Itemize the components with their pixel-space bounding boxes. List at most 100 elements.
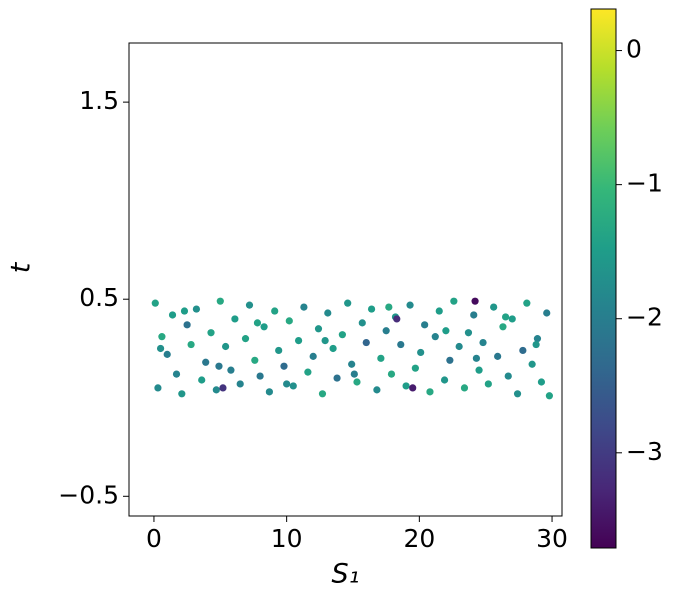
point [222, 342, 230, 351]
point [450, 297, 458, 305]
point [464, 329, 473, 337]
point [219, 384, 227, 392]
point [187, 340, 195, 349]
point [241, 335, 250, 343]
y-axis-label: t [6, 261, 37, 273]
point [180, 307, 189, 315]
point [333, 374, 341, 382]
point [545, 392, 553, 400]
point [440, 376, 449, 384]
x-tick-label: 0 [146, 524, 162, 553]
point [309, 352, 317, 360]
point [192, 305, 201, 313]
point [280, 362, 288, 370]
point [435, 307, 443, 315]
point [151, 299, 159, 307]
point [300, 303, 308, 311]
point [324, 309, 332, 317]
point [367, 305, 376, 313]
point [499, 323, 507, 331]
point [471, 297, 479, 305]
point [178, 390, 186, 398]
point [528, 360, 536, 368]
point [475, 366, 483, 374]
point [253, 319, 262, 327]
point [472, 354, 481, 362]
point [294, 336, 303, 345]
point [504, 372, 512, 380]
point [338, 331, 346, 339]
point [158, 333, 166, 341]
point [304, 368, 312, 376]
point [275, 346, 283, 355]
point [537, 378, 546, 386]
point [289, 382, 297, 390]
points [151, 297, 553, 400]
point [543, 309, 551, 317]
point [271, 307, 279, 315]
point [251, 356, 259, 364]
point [397, 340, 405, 349]
point [348, 360, 356, 368]
colorbar-tick-label: −1 [626, 169, 663, 198]
point [212, 386, 220, 394]
point [350, 370, 358, 378]
point [362, 338, 370, 347]
point [431, 333, 439, 341]
point [183, 321, 191, 329]
point [513, 390, 522, 398]
colorbar-tick-label: −2 [626, 303, 663, 332]
y-tick-label: 1.5 [79, 86, 119, 115]
point [387, 370, 396, 378]
point [373, 386, 381, 394]
point [163, 350, 171, 358]
point [421, 321, 429, 329]
point [236, 380, 244, 388]
point [385, 303, 393, 311]
point [406, 301, 414, 309]
point [446, 356, 454, 364]
point [490, 303, 498, 311]
point [470, 311, 478, 319]
x-axis-label: S₁ [332, 559, 360, 590]
point [227, 366, 235, 374]
point [426, 388, 434, 396]
point [202, 358, 210, 366]
point [216, 297, 224, 305]
point [442, 327, 450, 335]
point [494, 352, 502, 360]
x-tick-label: 30 [536, 524, 568, 553]
point [283, 380, 291, 388]
point [207, 329, 215, 337]
point [533, 335, 542, 343]
plot-frame [128, 42, 563, 517]
point [172, 370, 181, 378]
point [479, 338, 487, 347]
point [508, 315, 516, 323]
point [344, 299, 352, 307]
point [411, 364, 419, 372]
point [353, 378, 361, 386]
point [215, 362, 223, 370]
point [382, 327, 390, 335]
point [198, 376, 206, 384]
point [318, 390, 327, 398]
point [523, 299, 531, 307]
colorbar-tick-label: 0 [626, 35, 642, 64]
point [321, 336, 329, 345]
point [156, 344, 165, 353]
point [484, 380, 492, 388]
point [377, 354, 385, 362]
colorbar-tick-label: −3 [626, 437, 663, 466]
point [260, 323, 268, 331]
point [402, 382, 410, 390]
point [231, 315, 239, 323]
point [256, 372, 264, 380]
y-tick-label: 0.5 [79, 283, 119, 312]
point [358, 319, 366, 327]
point [329, 344, 337, 353]
point [168, 311, 177, 319]
x-tick-label: 20 [403, 524, 435, 553]
point [285, 317, 293, 325]
